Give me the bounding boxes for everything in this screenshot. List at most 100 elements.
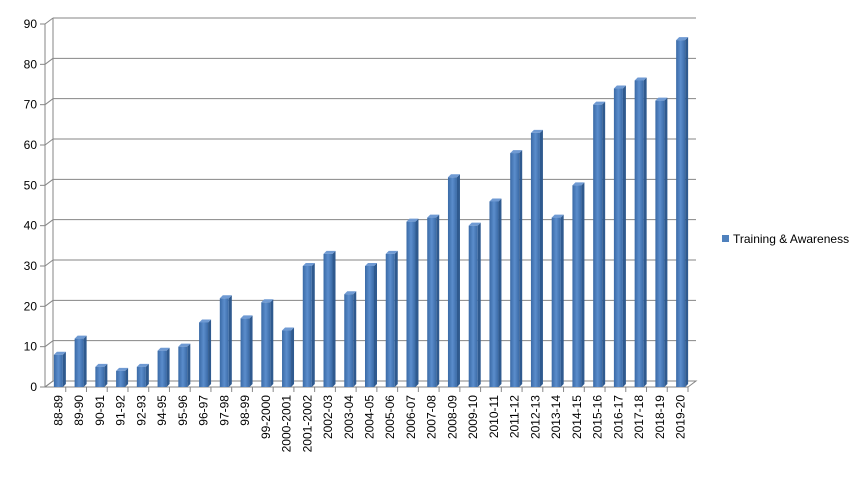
bar-front xyxy=(136,366,146,387)
bar-side xyxy=(332,250,336,387)
bar xyxy=(199,319,212,387)
bar-side xyxy=(125,367,129,387)
bar-side xyxy=(643,77,647,387)
bar xyxy=(572,182,585,387)
bar-top xyxy=(302,263,315,266)
gridline-side xyxy=(44,138,54,146)
bar xyxy=(613,85,626,388)
x-tick-label: 91-92 xyxy=(114,395,128,426)
x-tick-label: 2003-04 xyxy=(342,395,356,439)
bar-top xyxy=(282,327,295,331)
bar xyxy=(385,250,398,387)
bar-top xyxy=(323,250,336,254)
bar-top xyxy=(199,319,212,323)
bar-top xyxy=(634,77,647,81)
bar-side xyxy=(228,295,232,387)
y-tick-label: 0 xyxy=(30,380,37,394)
bar-front xyxy=(447,177,457,387)
bar-top xyxy=(613,85,626,89)
gridline-side xyxy=(44,17,54,25)
bar-top xyxy=(116,367,129,371)
legend: Training & Awareness xyxy=(722,232,849,246)
bar-front xyxy=(261,302,271,387)
x-tick-label: 2000-2001 xyxy=(280,395,294,453)
bar-front xyxy=(240,318,250,387)
x-tick-label: 2006-07 xyxy=(404,395,418,439)
bar xyxy=(157,347,170,387)
bar-side xyxy=(270,299,274,387)
bar-front xyxy=(676,40,686,388)
y-tick-label: 90 xyxy=(24,17,38,31)
bar-side xyxy=(560,214,564,387)
bar-side xyxy=(685,37,689,388)
bar-side xyxy=(353,291,357,387)
gridline-side xyxy=(44,219,54,227)
gridline-side xyxy=(44,57,54,65)
bar-side xyxy=(664,97,668,387)
bar-front xyxy=(116,370,126,387)
x-tick-label: 96-97 xyxy=(197,395,211,426)
bar-top xyxy=(427,214,440,218)
bar-front xyxy=(489,201,499,387)
bar xyxy=(489,198,502,387)
bar xyxy=(261,299,274,387)
bar xyxy=(178,343,191,387)
bar-top xyxy=(572,182,585,186)
x-tick-label: 2004-05 xyxy=(363,395,377,439)
bar-top xyxy=(530,129,543,133)
bar-top xyxy=(510,150,523,154)
x-tick-label: 88-89 xyxy=(51,395,65,426)
bar-side xyxy=(249,315,253,387)
bar-front xyxy=(302,266,312,387)
bar-top xyxy=(447,174,460,178)
bar xyxy=(323,250,336,387)
gridline-side xyxy=(44,178,54,186)
bar xyxy=(676,37,689,388)
bar-front xyxy=(530,132,540,387)
y-tick-label: 30 xyxy=(24,259,38,273)
bar-side xyxy=(581,182,585,387)
bar-front xyxy=(655,100,665,387)
bar xyxy=(551,214,564,387)
bar-side xyxy=(83,335,87,387)
bar-side xyxy=(311,263,315,387)
bar-side xyxy=(394,250,398,387)
bar-top xyxy=(406,218,419,222)
bar xyxy=(74,335,87,387)
bar-top xyxy=(240,315,253,319)
bar-front xyxy=(510,153,520,387)
bar xyxy=(116,367,129,387)
bar xyxy=(95,363,108,387)
x-tick-label: 2017-18 xyxy=(632,395,646,439)
bar-top xyxy=(551,214,564,218)
bar-front xyxy=(593,104,603,388)
bar-side xyxy=(145,363,149,387)
bar-front xyxy=(551,217,561,387)
y-tick-label: 60 xyxy=(24,138,38,152)
bar-top xyxy=(178,343,191,347)
bar-front xyxy=(365,266,374,387)
bar-front xyxy=(157,350,167,387)
x-tick-label: 2015-16 xyxy=(591,395,605,439)
y-tick-label: 80 xyxy=(24,57,38,71)
bar-top xyxy=(53,351,66,355)
bar xyxy=(655,97,668,387)
x-tick-label: 2018-19 xyxy=(653,395,667,439)
x-tick-label: 97-98 xyxy=(217,395,231,426)
bar-side xyxy=(208,319,212,387)
bar xyxy=(530,129,543,387)
legend-label: Training & Awareness xyxy=(733,232,849,246)
x-tick-label: 2012-13 xyxy=(528,395,542,439)
bar xyxy=(468,222,481,387)
bar-side xyxy=(498,198,502,387)
bar-side xyxy=(602,101,606,388)
x-tick-label: 2011-12 xyxy=(508,395,522,438)
x-tick-label: 2013-14 xyxy=(549,395,563,439)
bar-front xyxy=(613,88,623,388)
x-tick-label: 2007-08 xyxy=(425,395,439,439)
y-tick-label: 50 xyxy=(24,178,38,192)
bars xyxy=(53,37,689,388)
bar xyxy=(447,174,460,387)
x-tick-label: 89-90 xyxy=(72,395,86,426)
